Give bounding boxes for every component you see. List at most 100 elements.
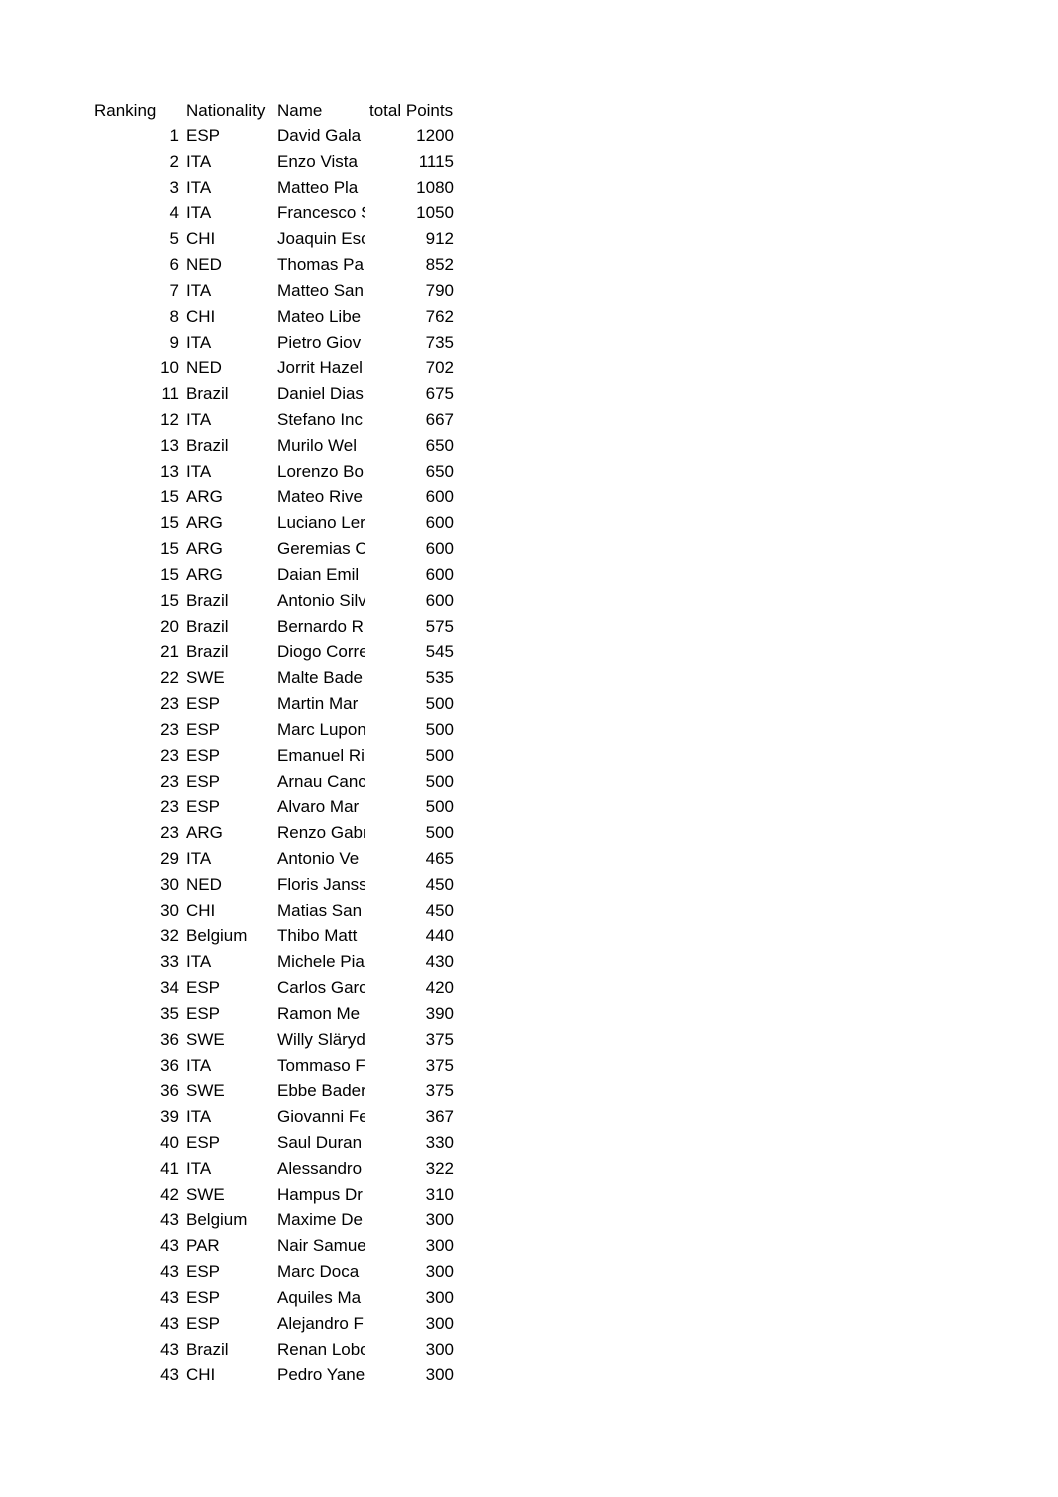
cell-total-points: 667 (425, 410, 454, 430)
cell-name: Arnau Canc (277, 771, 365, 791)
cell-name: Tommaso F (277, 1055, 365, 1075)
cell-ranking: 4 (169, 203, 179, 223)
cell-name: Ramon Me (277, 1003, 361, 1023)
cell-ranking: 32 (160, 926, 179, 946)
cell-nationality: SWE (186, 1184, 225, 1204)
cell-name: Antonio Silv (277, 590, 365, 610)
cell-total-points: 650 (425, 461, 454, 481)
cell-ranking: 30 (160, 900, 179, 920)
cell-total-points: 500 (425, 797, 454, 817)
cell-name: Martin Mar (277, 694, 359, 714)
cell-ranking: 23 (160, 719, 179, 739)
header-total-points: total Points (369, 101, 454, 120)
cell-name: Ebbe Bader (277, 1081, 365, 1101)
cell-nationality: ESP (186, 1287, 221, 1307)
cell-total-points: 500 (425, 771, 454, 791)
cell-name: Alejandro F (277, 1313, 364, 1333)
cell-nationality: NED (186, 874, 222, 894)
cell-nationality: ITA (186, 151, 212, 171)
cell-nationality: ITA (186, 203, 212, 223)
cell-ranking: 43 (160, 1313, 179, 1333)
cell-total-points: 450 (425, 874, 454, 894)
cell-name: Matteo Pla (277, 177, 359, 197)
cell-nationality: ESP (186, 1262, 221, 1282)
cell-ranking: 11 (161, 384, 179, 404)
cell-nationality: ARG (186, 539, 223, 559)
cell-name: Renan Lobo (277, 1339, 365, 1359)
cell-name: Maxime De (277, 1210, 363, 1230)
cell-total-points: 300 (425, 1313, 454, 1333)
cell-total-points: 420 (425, 978, 454, 998)
cell-total-points: 1115 (418, 151, 454, 171)
cell-nationality: ARG (186, 823, 223, 843)
cell-nationality: Belgium (186, 926, 248, 946)
cell-nationality: Brazil (186, 435, 229, 455)
cell-nationality: ESP (186, 694, 221, 714)
cell-nationality: Belgium (186, 1210, 248, 1230)
cell-name: Renzo Gabr (277, 823, 365, 843)
cell-ranking: 36 (160, 1029, 179, 1049)
cell-ranking: 15 (160, 590, 179, 610)
cell-ranking: 13 (160, 461, 179, 481)
cell-total-points: 500 (425, 823, 454, 843)
cell-ranking: 36 (160, 1055, 179, 1075)
cell-ranking: 43 (160, 1236, 179, 1256)
cell-name: Floris Janss (277, 874, 365, 894)
cell-nationality: SWE (186, 1029, 225, 1049)
cell-total-points: 450 (425, 900, 454, 920)
cell-total-points: 367 (425, 1107, 454, 1127)
cell-name: Willy Släryd (277, 1029, 365, 1049)
cell-nationality: ITA (186, 1158, 212, 1178)
cell-name: Daian Emil (277, 564, 360, 584)
cell-ranking: 5 (169, 229, 179, 249)
cell-ranking: 23 (160, 745, 179, 765)
cell-total-points: 375 (425, 1029, 454, 1049)
cell-nationality: ITA (186, 332, 212, 352)
cell-nationality: Brazil (186, 384, 229, 404)
cell-total-points: 465 (425, 848, 454, 868)
cell-nationality: Brazil (186, 616, 229, 636)
cell-nationality: ITA (186, 177, 212, 197)
cell-ranking: 29 (160, 848, 179, 868)
cell-total-points: 375 (425, 1055, 454, 1075)
cell-nationality: ITA (186, 952, 212, 972)
cell-nationality: ESP (186, 1003, 221, 1023)
cell-name: Bernardo R (277, 616, 364, 636)
cell-ranking: 21 (160, 642, 179, 662)
cell-nationality: ESP (186, 978, 221, 998)
cell-name: Carlos Garc (277, 978, 365, 998)
cell-total-points: 390 (425, 1003, 454, 1023)
cell-ranking: 23 (160, 823, 179, 843)
cell-name: Murilo Wel (277, 435, 357, 455)
cell-ranking: 15 (160, 539, 179, 559)
cell-ranking: 3 (169, 177, 179, 197)
cell-total-points: 375 (425, 1081, 454, 1101)
cell-total-points: 300 (425, 1287, 454, 1307)
cell-total-points: 500 (425, 694, 454, 714)
cell-total-points: 702 (425, 358, 454, 378)
cell-ranking: 10 (160, 358, 179, 378)
cell-nationality: ITA (186, 410, 212, 430)
cell-name: David Gala (277, 126, 362, 145)
cell-nationality: ITA (186, 848, 212, 868)
cell-name: Luciano Ler (277, 513, 365, 533)
cell-name: Michele Pia (277, 952, 365, 972)
cell-ranking: 39 (160, 1107, 179, 1127)
cell-nationality: ITA (186, 1055, 212, 1075)
cell-nationality: ITA (186, 280, 212, 300)
cell-ranking: 20 (160, 616, 179, 636)
cell-name: Pietro Giov (277, 332, 362, 352)
cell-nationality: ESP (186, 745, 221, 765)
cell-total-points: 762 (425, 306, 454, 326)
cell-name: Pedro Yane (277, 1365, 365, 1385)
header-name: Name (277, 101, 323, 120)
cell-nationality: Brazil (186, 1339, 229, 1359)
cell-nationality: ESP (186, 126, 221, 145)
cell-ranking: 2 (169, 151, 179, 171)
cell-ranking: 43 (160, 1262, 179, 1282)
cell-total-points: 430 (425, 952, 454, 972)
cell-total-points: 852 (425, 255, 454, 275)
cell-name: Antonio Ve (277, 848, 360, 868)
cell-nationality: ARG (186, 487, 223, 507)
cell-name: Diogo Corre (277, 642, 365, 662)
